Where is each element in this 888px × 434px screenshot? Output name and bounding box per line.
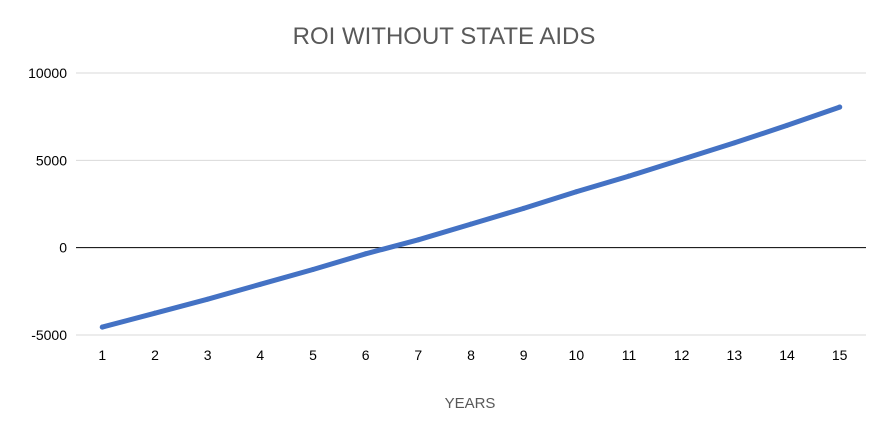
data-point	[257, 281, 263, 287]
x-tick-label: 15	[832, 347, 848, 363]
data-point	[152, 310, 158, 316]
data-point	[573, 189, 579, 195]
x-tick-label: 5	[309, 347, 317, 363]
chart-title: ROI WITHOUT STATE AIDS	[293, 23, 596, 50]
data-point	[784, 122, 790, 128]
x-tick-label: 11	[622, 347, 637, 363]
data-point	[310, 267, 316, 272]
x-tick-label: 1	[98, 347, 106, 363]
x-tick-label: 10	[569, 347, 585, 363]
y-tick-label: 0	[59, 240, 67, 256]
data-point	[731, 140, 737, 146]
x-tick-label: 8	[467, 347, 475, 363]
data-point	[415, 237, 421, 243]
series-line	[99, 104, 843, 330]
x-tick-label: 3	[204, 347, 212, 363]
y-axis-tick-labels: 10000 5000 0 -5000	[28, 65, 67, 343]
series-layer	[99, 104, 843, 330]
data-point	[521, 205, 527, 211]
x-tick-label: 12	[674, 347, 690, 363]
data-point	[468, 221, 474, 227]
y-tick-label: -5000	[31, 327, 67, 343]
data-point	[205, 296, 211, 302]
x-tick-label: 2	[151, 347, 159, 363]
x-tick-label: 7	[414, 347, 422, 363]
data-point	[363, 251, 369, 257]
x-tick-label: 4	[256, 347, 264, 363]
data-point	[626, 173, 632, 179]
y-tick-label: 5000	[36, 152, 67, 168]
x-tick-label: 6	[362, 347, 370, 363]
x-axis-tick-labels: 1 2 3 4 5 6 7 8 9 10 11 12 13 14 15	[98, 347, 847, 363]
data-point	[99, 324, 105, 330]
data-point	[679, 156, 685, 162]
grid-lines	[76, 72, 866, 336]
x-tick-label: 13	[727, 347, 743, 363]
data-point	[837, 104, 843, 110]
x-tick-label: 14	[779, 347, 795, 363]
x-tick-label: 9	[520, 347, 528, 363]
x-axis-title: YEARS	[445, 395, 496, 412]
y-tick-label: 10000	[28, 65, 67, 81]
